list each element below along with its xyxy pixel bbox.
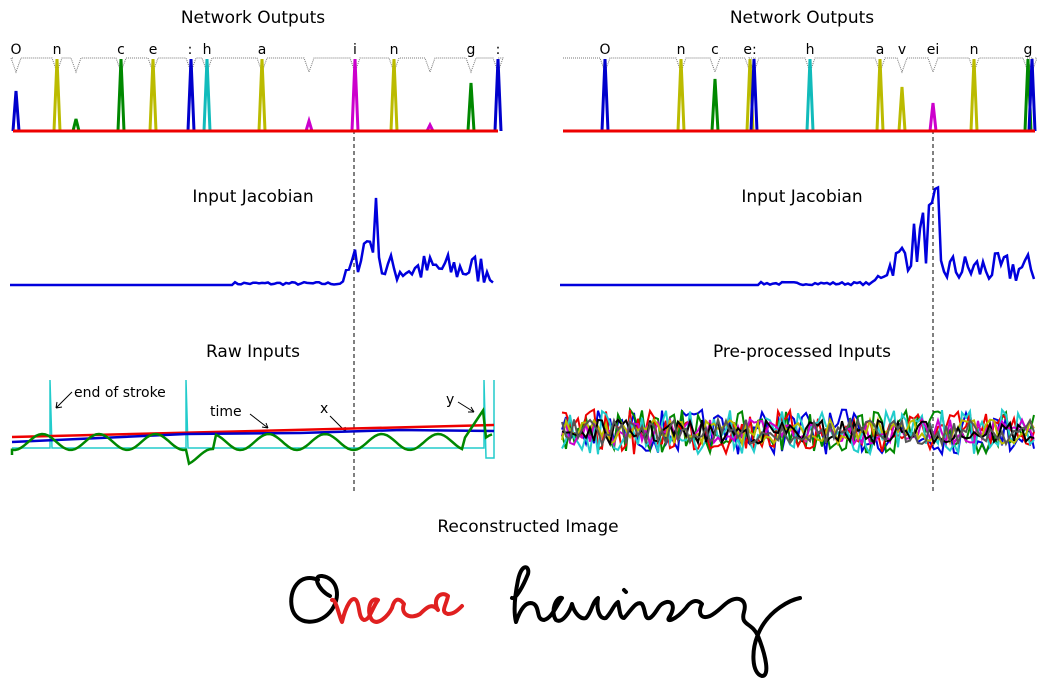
output-label: v <box>898 42 906 58</box>
annotation: y <box>446 392 454 408</box>
output-label: h <box>203 42 212 58</box>
output-spike <box>391 59 397 131</box>
figure: Network Outputs Network Outputs Input Ja… <box>0 0 1037 683</box>
output-label: ei <box>927 42 940 58</box>
jacobian-trace <box>10 198 493 285</box>
output-label: O <box>10 42 21 58</box>
output-label: i <box>353 42 357 58</box>
output-spike <box>602 59 608 131</box>
output-spike <box>13 91 19 131</box>
output-label: c <box>117 42 125 58</box>
output-spike <box>678 59 684 131</box>
output-spike <box>807 59 813 131</box>
output-label: n <box>970 42 979 58</box>
panel-title: Network Outputs <box>181 8 325 28</box>
output-label: g <box>1024 42 1033 58</box>
output-label: n <box>677 42 686 58</box>
output-spike <box>468 83 474 131</box>
output-spike <box>971 59 977 131</box>
output-label: O <box>599 42 610 58</box>
panel-title: Raw Inputs <box>206 342 300 362</box>
output-label: : <box>496 42 501 58</box>
output-spike <box>54 59 60 131</box>
output-label: h <box>806 42 815 58</box>
image-title: Reconstructed Image <box>437 517 618 537</box>
panel-title: Network Outputs <box>730 8 874 28</box>
output-label: e: <box>743 42 756 58</box>
output-label: a <box>876 42 885 58</box>
output-spike <box>204 59 210 131</box>
output-label: a <box>258 42 267 58</box>
output-label: : <box>188 42 193 58</box>
output-spike <box>877 59 883 131</box>
output-spike <box>188 59 194 131</box>
output-spike <box>712 79 718 131</box>
output-spike <box>73 119 79 131</box>
blank-probability <box>11 58 503 72</box>
output-label: n <box>53 42 62 58</box>
output-spike <box>150 59 156 131</box>
annotation: end of stroke <box>74 385 166 401</box>
panel-title: Input Jacobian <box>741 187 862 207</box>
output-spike <box>899 87 905 131</box>
output-spike <box>118 59 124 131</box>
annotation: x <box>320 401 328 417</box>
output-spike <box>259 59 265 131</box>
panel-title: Input Jacobian <box>192 187 313 207</box>
blank-probability <box>563 58 1037 72</box>
y-trace <box>12 411 492 464</box>
reconstructed-handwriting <box>291 567 800 676</box>
output-label: c <box>711 42 719 58</box>
output-label: n <box>390 42 399 58</box>
annotation: time <box>210 404 242 420</box>
output-label: g <box>467 42 476 58</box>
output-spike <box>930 103 936 131</box>
panel-title: Pre-processed Inputs <box>713 342 891 362</box>
output-spike <box>495 59 501 131</box>
output-spike <box>352 59 358 131</box>
output-label: e <box>149 42 158 58</box>
